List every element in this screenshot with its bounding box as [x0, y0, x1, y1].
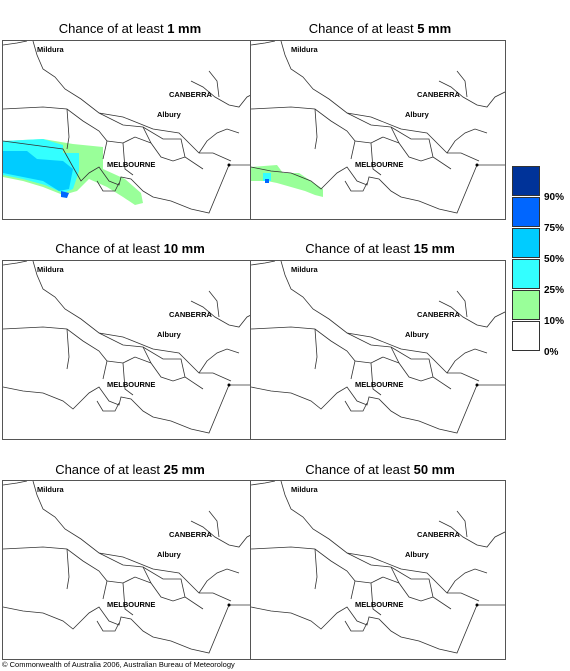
city-label-melbourne: MELBOURNE: [107, 600, 155, 609]
legend-swatch: [512, 290, 540, 320]
legend-label-10: 10%: [544, 316, 565, 327]
panel-title-25mm: Chance of at least 25 mm: [0, 462, 260, 478]
title-amount: 50 mm: [413, 462, 455, 477]
map-panel-50mm: Mildura CANBERRA Albury MELBOURNE: [250, 480, 506, 660]
boundaries: [3, 41, 257, 214]
city-label-melbourne: MELBOURNE: [107, 160, 155, 169]
map-panel-1mm: Mildura CANBERRA Albury MELBOURNE: [2, 40, 258, 220]
city-label-mildura: Mildura: [291, 45, 318, 54]
legend-label-90: 90%: [544, 192, 565, 203]
victoria-map: Mildura CANBERRA Albury MELBOURNE: [3, 41, 257, 214]
title-amount: 5 mm: [417, 21, 452, 36]
probability-shading: [251, 165, 323, 197]
title-prefix: Chance of at least: [55, 462, 160, 477]
city-label-canberra: CANBERRA: [169, 90, 213, 99]
city-label-mildura: Mildura: [37, 485, 64, 494]
city-label-melbourne: MELBOURNE: [107, 380, 155, 389]
boundaries: [251, 261, 505, 434]
boundaries: [251, 481, 505, 654]
panel-title-10mm: Chance of at least 10 mm: [0, 241, 260, 257]
city-label-canberra: CANBERRA: [169, 530, 213, 539]
legend-swatch: [512, 228, 540, 258]
city-label-canberra: CANBERRA: [417, 530, 461, 539]
panel-title-15mm: Chance of at least 15 mm: [250, 241, 510, 257]
city-label-melbourne: MELBOURNE: [355, 600, 403, 609]
city-label-mildura: Mildura: [37, 265, 64, 274]
legend-swatch: [512, 197, 540, 227]
city-label-mildura: Mildura: [291, 485, 318, 494]
city-label-melbourne: MELBOURNE: [355, 160, 403, 169]
city-label-albury: Albury: [405, 330, 430, 339]
city-label-albury: Albury: [157, 550, 182, 559]
city-label-canberra: CANBERRA: [417, 90, 461, 99]
city-label-albury: Albury: [157, 110, 182, 119]
panel-title-50mm: Chance of at least 50 mm: [250, 462, 510, 478]
copyright-notice: © Commonwealth of Australia 2006, Austra…: [2, 660, 235, 669]
city-label-melbourne: MELBOURNE: [355, 380, 403, 389]
victoria-map: Mildura CANBERRA Albury MELBOURNE: [251, 41, 505, 214]
city-label-mildura: Mildura: [291, 265, 318, 274]
panel-title-5mm: Chance of at least 5 mm: [250, 21, 510, 37]
boundaries: [251, 41, 505, 214]
probability-shading: [3, 139, 143, 205]
boundaries: [3, 481, 257, 654]
city-label-albury: Albury: [405, 550, 430, 559]
city-label-albury: Albury: [405, 110, 430, 119]
city-label-mildura: Mildura: [37, 45, 64, 54]
map-panel-5mm: Mildura CANBERRA Albury MELBOURNE: [250, 40, 506, 220]
city-label-canberra: CANBERRA: [417, 310, 461, 319]
title-amount: 10 mm: [163, 241, 205, 256]
map-panel-25mm: Mildura CANBERRA Albury MELBOURNE: [2, 480, 258, 660]
legend-swatch: [512, 259, 540, 289]
title-prefix: Chance of at least: [305, 462, 410, 477]
panel-title-1mm: Chance of at least 1 mm: [0, 21, 260, 37]
title-prefix: Chance of at least: [305, 241, 410, 256]
map-panel-15mm: Mildura CANBERRA Albury MELBOURNE: [250, 260, 506, 440]
legend-swatch: [512, 321, 540, 351]
legend-label-75: 75%: [544, 223, 565, 234]
legend-label-50: 50%: [544, 254, 565, 265]
title-prefix: Chance of at least: [58, 21, 164, 36]
probability-legend: 90% 75% 50% 25% 10% 0%: [512, 166, 570, 358]
city-label-albury: Albury: [157, 330, 182, 339]
victoria-map: Mildura CANBERRA Albury MELBOURNE: [3, 481, 257, 654]
boundaries: [3, 261, 257, 434]
victoria-map: Mildura CANBERRA Albury MELBOURNE: [251, 481, 505, 654]
title-amount: 25 mm: [163, 462, 205, 477]
city-label-canberra: CANBERRA: [169, 310, 213, 319]
title-amount: 1 mm: [167, 21, 202, 36]
map-panel-10mm: Mildura CANBERRA Albury MELBOURNE: [2, 260, 258, 440]
title-prefix: Chance of at least: [55, 241, 160, 256]
legend-swatch: [512, 166, 540, 196]
victoria-map: Mildura CANBERRA Albury MELBOURNE: [3, 261, 257, 434]
legend-label-0: 0%: [544, 347, 559, 358]
victoria-map: Mildura CANBERRA Albury MELBOURNE: [251, 261, 505, 434]
legend-label-25: 25%: [544, 285, 565, 296]
title-prefix: Chance of at least: [308, 21, 414, 36]
title-amount: 15 mm: [413, 241, 455, 256]
